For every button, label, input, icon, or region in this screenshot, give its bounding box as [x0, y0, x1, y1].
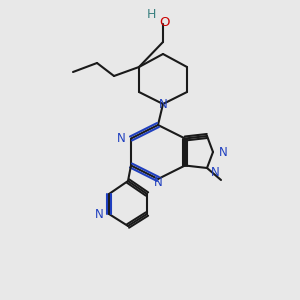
Text: N: N	[95, 208, 104, 220]
Text: N: N	[211, 167, 220, 179]
Text: N: N	[154, 176, 162, 190]
Text: O: O	[159, 16, 169, 29]
Text: N: N	[159, 98, 167, 110]
Text: H: H	[146, 8, 156, 20]
Text: N: N	[117, 132, 126, 145]
Text: N: N	[219, 146, 228, 158]
